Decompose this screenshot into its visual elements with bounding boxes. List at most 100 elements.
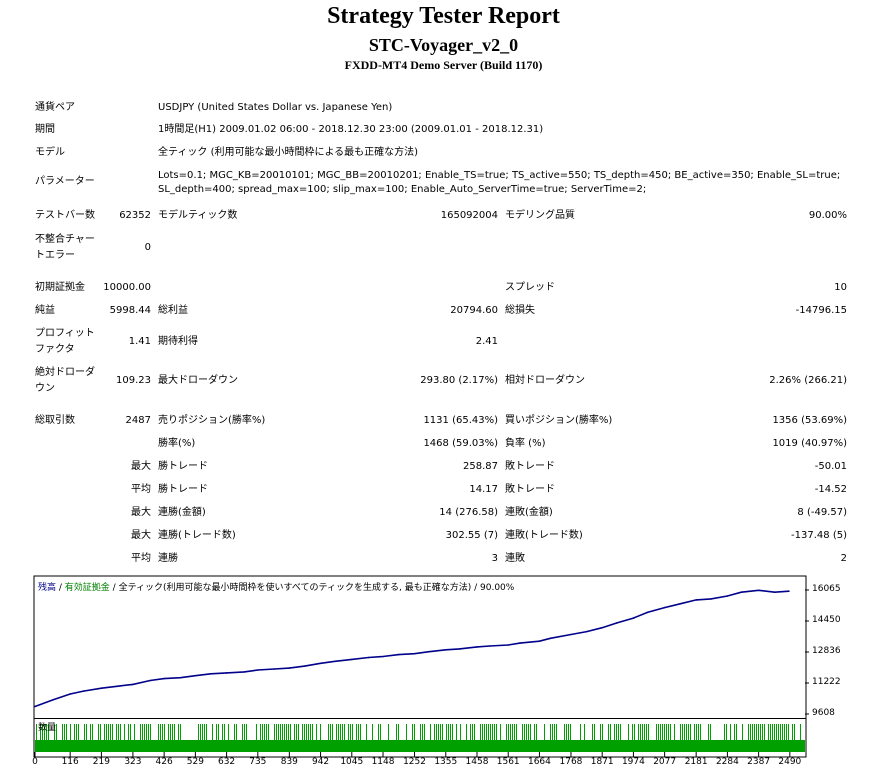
balance-point: [273, 668, 276, 670]
params-line-2: SL_depth=400; spread_max=100; slip_max=1…: [158, 184, 647, 195]
balance-point: [367, 656, 370, 659]
x-tick-label: 2077: [653, 757, 677, 767]
balance-point: [163, 677, 165, 680]
balance-point: [413, 652, 416, 655]
volume-bar: [480, 724, 481, 740]
volume-bar: [632, 724, 633, 740]
volume-bar: [236, 724, 237, 740]
volume-bar: [332, 724, 333, 740]
model-label: モデル: [35, 147, 65, 158]
max-cons-wins-label: 連勝(金額): [158, 507, 206, 518]
volume-bar: [756, 724, 757, 740]
model-value: 全ティック (利用可能な最小時間枠による最も正確な方法): [158, 147, 419, 158]
volume-bar: [388, 724, 389, 740]
volume-bar: [142, 724, 143, 740]
volume-bar: [302, 724, 303, 740]
balance-point: [695, 599, 697, 601]
volume-bar: [244, 724, 245, 740]
largest-label: 最大: [131, 461, 151, 472]
max-drawdown-label: 最大ドローダウン: [158, 375, 238, 386]
volume-bar: [786, 724, 787, 740]
volume-bar: [730, 724, 731, 740]
params-label: パラメーター: [35, 176, 95, 187]
max-label-1: 最大: [131, 507, 151, 518]
x-tick-label: 219: [92, 757, 110, 767]
volume-bar: [614, 724, 615, 740]
net-profit-label: 純益: [35, 305, 55, 316]
rel-drawdown-label: 相対ドローダウン: [505, 375, 585, 386]
volume-bar: [218, 724, 219, 740]
volume-bar: [170, 724, 171, 740]
x-tick-label: 2387: [747, 757, 771, 767]
volume-bar: [764, 724, 765, 740]
volume-bar: [516, 724, 517, 740]
volume-bar: [396, 724, 397, 740]
balance-point: [334, 660, 336, 663]
volume-bar: [146, 724, 147, 740]
volume-bar: [106, 724, 107, 740]
mismatch-label-2: トエラー: [35, 250, 75, 261]
volume-bar: [356, 724, 357, 740]
volume-bar: [772, 724, 773, 740]
max-cons-profit-value: 302.55 (7): [445, 530, 498, 541]
max-cons-wins-value: 14 (276.58): [439, 507, 498, 518]
volume-bar: [770, 724, 771, 740]
volume-bar: [118, 724, 119, 740]
volume-bar: [158, 724, 159, 740]
volume-bar: [84, 724, 85, 740]
balance-point: [210, 673, 212, 675]
volume-bar: [98, 724, 99, 740]
volume-bar: [618, 724, 619, 740]
volume-bar: [474, 724, 475, 740]
volume-bar: [508, 724, 509, 740]
volume-bar: [74, 724, 75, 740]
volume-bar: [222, 724, 223, 740]
volume-bar: [662, 724, 663, 740]
volume-bar: [494, 724, 495, 740]
balance-point: [632, 617, 635, 619]
volume-bar: [734, 724, 735, 740]
volume-bar: [228, 724, 229, 740]
volume-bar: [78, 724, 79, 740]
volume-bar: [120, 724, 121, 740]
deposit-label: 初期証拠金: [35, 282, 85, 293]
max-drawdown-value: 293.80 (2.17%): [420, 375, 498, 386]
balance-point: [179, 676, 182, 679]
volume-bar: [344, 724, 345, 740]
volume-bar: [296, 724, 297, 740]
volume-bar: [700, 724, 701, 740]
volume-bar: [352, 724, 353, 740]
volume-bar: [470, 724, 471, 740]
volume-bar: [412, 724, 413, 740]
balance-point: [549, 637, 552, 640]
volume-bar: [366, 724, 367, 740]
avg-win-label: 勝トレード: [158, 484, 208, 495]
volume-bar: [224, 724, 225, 740]
x-tick-label: 2284: [715, 757, 739, 767]
y-tick-label: 16065: [812, 584, 841, 594]
volume-bar: [656, 724, 657, 740]
volume-bar: [536, 724, 537, 740]
volume-bar: [92, 724, 93, 740]
volume-bar: [750, 724, 751, 740]
volume-bar: [48, 724, 49, 740]
max-cons-profit-label: 連勝(トレード数): [158, 530, 236, 541]
volume-bar: [406, 724, 407, 740]
volume-bar: [164, 724, 165, 740]
volume-bar: [482, 724, 483, 740]
balance-point: [34, 705, 36, 708]
volume-bar: [286, 724, 287, 740]
volume-bar: [784, 724, 785, 740]
volume-bar: [130, 724, 131, 740]
volume-bar: [660, 724, 661, 740]
volume-bar: [452, 724, 453, 740]
volume-bar: [684, 724, 685, 740]
volume-bar: [148, 724, 149, 740]
balance-point: [740, 591, 743, 593]
volume-bar: [320, 724, 321, 740]
volume-bar: [288, 724, 289, 740]
volume-bar: [592, 724, 593, 740]
volume-bar: [172, 724, 173, 740]
volume-bar: [180, 724, 181, 740]
volume-bar: [694, 724, 695, 740]
